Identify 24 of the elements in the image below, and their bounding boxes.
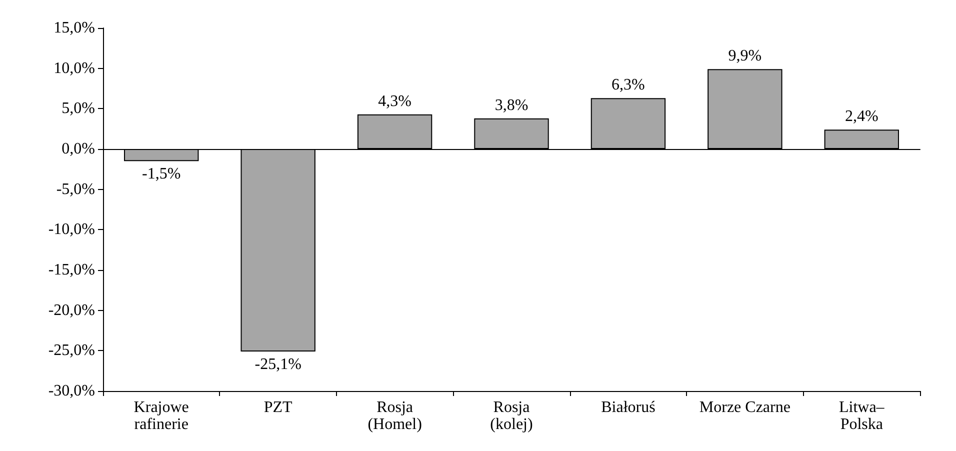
y-tick-label: -25,0% bbox=[48, 342, 95, 360]
data-label: 3,8% bbox=[494, 96, 528, 114]
y-tick-label: -15,0% bbox=[48, 262, 95, 278]
y-tick-label: 10,0% bbox=[54, 60, 95, 77]
x-tick-label: Litwa– Polska bbox=[838, 399, 886, 433]
data-label: 6,3% bbox=[612, 76, 645, 94]
x-tick-label: PZT bbox=[264, 399, 293, 416]
x-tick-label: Morze Czarne bbox=[699, 399, 790, 416]
x-tick-label: Rosja (kolej) bbox=[490, 399, 533, 433]
data-label: -1,5% bbox=[142, 166, 181, 183]
y-tick-label: 0,0% bbox=[62, 140, 95, 158]
y-tick-label: 15,0% bbox=[54, 20, 95, 36]
x-tick-label: Krajowe rafinerie bbox=[134, 399, 189, 433]
x-tick-label: Rosja (Homel) bbox=[368, 399, 422, 433]
y-tick-label: -30,0% bbox=[48, 382, 95, 400]
x-tick-label: Białoruś bbox=[601, 399, 656, 416]
data-label: -25,1% bbox=[254, 356, 302, 373]
data-label: 2,4% bbox=[844, 108, 878, 126]
data-label: 4,3% bbox=[378, 92, 412, 110]
data-label: 9,9% bbox=[728, 48, 762, 65]
y-tick-label: -20,0% bbox=[48, 302, 95, 319]
y-tick-label: 5,0% bbox=[62, 100, 95, 118]
y-tick-label: -5,0% bbox=[56, 180, 95, 198]
y-tick-label: -10,0% bbox=[48, 221, 95, 238]
